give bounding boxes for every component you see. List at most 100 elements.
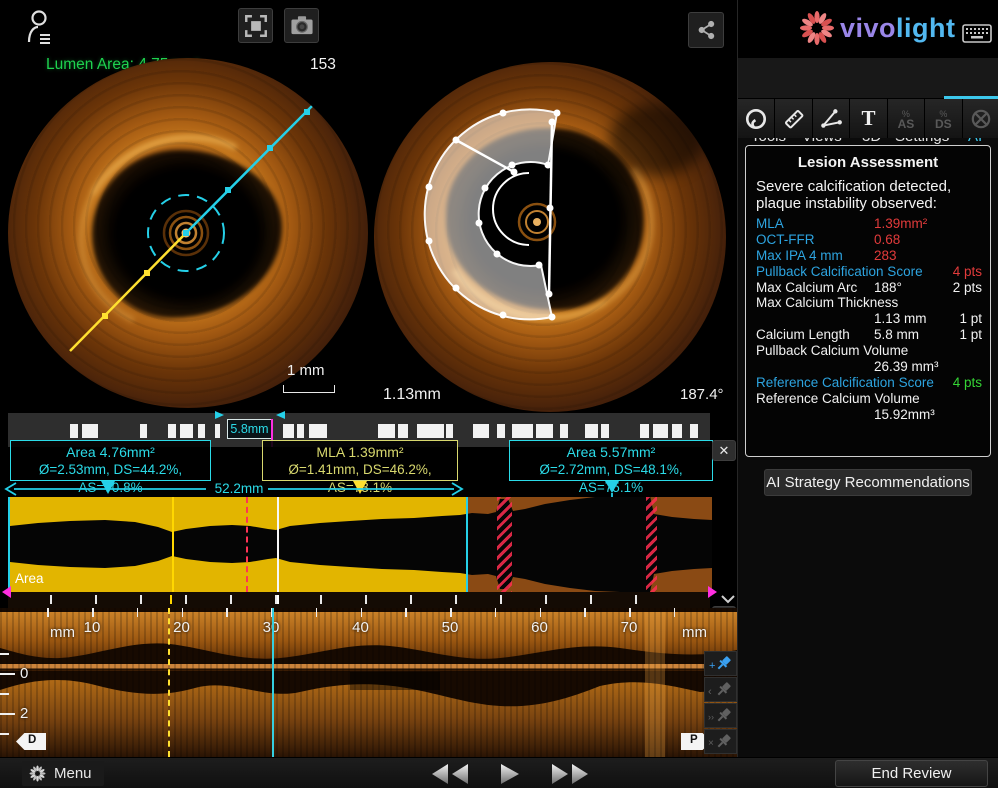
svg-text:×: × xyxy=(708,738,714,749)
frame-tick xyxy=(590,595,592,604)
ruler-tick xyxy=(137,608,139,617)
calcium-block xyxy=(70,424,78,438)
oct-cross-section-right[interactable] xyxy=(374,62,726,412)
snapshot-button[interactable] xyxy=(284,8,319,43)
text-tool-button[interactable]: T xyxy=(850,99,886,138)
ruler-tool-button[interactable] xyxy=(775,99,811,138)
calcium-block xyxy=(640,424,649,438)
fullscreen-icon xyxy=(243,13,269,39)
delete-pin-icon: × xyxy=(708,732,734,752)
longitudinal-view[interactable]: 10203040506070 mm mm 0 2 D P xyxy=(0,608,737,757)
calcium-annotation-overlay[interactable] xyxy=(374,62,726,412)
trace-tool-button[interactable] xyxy=(738,99,774,138)
ruler-number: 10 xyxy=(76,619,108,636)
ai-strategy-button[interactable]: AI Strategy Recommendations xyxy=(764,469,972,496)
end-review-button[interactable]: End Review xyxy=(835,760,988,787)
range-handle-left[interactable] xyxy=(2,586,11,598)
calcium-block xyxy=(497,424,505,438)
depth-label-0: 0 xyxy=(20,665,28,682)
lesion-alert-line1: Severe calcification detected, xyxy=(756,178,990,195)
fast-forward-button[interactable] xyxy=(550,762,590,786)
lesion-row-value: 1.39mm² xyxy=(874,216,927,231)
next-pin-icon: ›› xyxy=(708,706,734,726)
oct-cross-section-left[interactable] xyxy=(8,58,368,408)
mla-position-line[interactable] xyxy=(172,497,174,592)
as-tool-button[interactable]: % AS xyxy=(888,99,924,138)
ruler-number: 70 xyxy=(613,619,645,636)
depth-tick xyxy=(0,673,15,675)
lesion-row-label: OCT-FFR xyxy=(756,232,815,247)
frame-tick xyxy=(320,595,322,604)
rewind-button[interactable] xyxy=(430,762,470,786)
menu-button[interactable]: Menu xyxy=(22,761,104,786)
collapse-chevron-icon[interactable] xyxy=(720,594,736,604)
clear-tool-icon xyxy=(969,107,993,131)
menu-icon xyxy=(29,765,46,782)
share-button[interactable] xyxy=(688,12,724,48)
distal-area-box[interactable]: Area 5.57mm² Ø=2.72mm, DS=48.1%, AS=75.1… xyxy=(509,440,713,481)
lesion-row: MLA1.39mm² xyxy=(746,216,990,232)
angle-tool-button[interactable] xyxy=(813,99,849,138)
fullscreen-button[interactable] xyxy=(238,8,273,43)
lesion-row: Max IPA 4 mm283 xyxy=(746,248,990,264)
close-measurements-button[interactable]: ✕ xyxy=(712,440,736,461)
as-tool-label: AS xyxy=(898,119,915,129)
mla-position-line-longitudinal[interactable] xyxy=(168,608,170,757)
proximal-area-box[interactable]: Area 4.76mm² Ø=2.53mm, DS=44.2%, AS=70.8… xyxy=(10,440,211,481)
ruler-tick xyxy=(584,608,586,617)
lesion-row-value: 0.68 xyxy=(874,232,900,247)
frame-tick-marker xyxy=(277,595,279,604)
lesion-row-points: 2 pts xyxy=(953,280,982,295)
current-frame-line-longitudinal[interactable] xyxy=(272,608,274,757)
calcium-block xyxy=(140,424,147,438)
ruler-tick xyxy=(182,608,184,617)
play-button[interactable] xyxy=(498,762,520,786)
frame-tick-strip[interactable] xyxy=(8,592,710,608)
calcium-block xyxy=(378,424,395,438)
frame-tick xyxy=(95,595,97,604)
segment-boundary-line[interactable] xyxy=(466,497,468,592)
ruler-number: 20 xyxy=(166,619,198,636)
ruler-tick xyxy=(226,608,228,617)
bookmark-pin-strip: + ‹ ›› × xyxy=(704,651,737,755)
next-pin-button[interactable]: ›› xyxy=(704,703,737,728)
frame-tick xyxy=(410,595,412,604)
prev-pin-button[interactable]: ‹ xyxy=(704,677,737,702)
oct-left-overlay xyxy=(8,58,368,408)
keyboard-icon[interactable] xyxy=(962,24,992,44)
segment-arrow-right-icon xyxy=(214,410,226,420)
bottom-bar: Menu LAD Mid ▼ Pre-PCI ▼ End Review xyxy=(0,757,998,788)
mla-box[interactable]: MLA 1.39mm² Ø=1.41mm, DS=46.2%, AS=73.1% xyxy=(262,440,458,481)
ruler-tick xyxy=(92,608,94,617)
svg-text:+: + xyxy=(709,660,715,672)
lesion-row-value: 188° xyxy=(874,280,902,295)
calcium-hatch-band-1 xyxy=(497,497,512,592)
bookmark-line[interactable] xyxy=(246,497,248,592)
range-handle-right[interactable] xyxy=(708,586,717,598)
lesion-row: 15.92mm³ xyxy=(746,407,990,423)
lesion-row: OCT-FFR 0.68 xyxy=(746,232,990,248)
svg-text:››: ›› xyxy=(708,712,714,722)
current-frame-line[interactable] xyxy=(277,497,279,592)
add-pin-icon: + xyxy=(708,654,734,674)
lesion-row-label: Reference Calcium Volume xyxy=(756,391,920,406)
clear-tool-button[interactable] xyxy=(963,99,998,138)
patient-info-icon[interactable] xyxy=(26,8,58,50)
lesion-row-value: 5.8 mm xyxy=(874,327,919,342)
area-graph-panel[interactable]: Area xyxy=(8,497,710,592)
share-icon xyxy=(694,18,718,42)
ds-tool-button[interactable]: % DS xyxy=(925,99,961,138)
lesion-row-points: 4 pts xyxy=(953,375,982,390)
lesion-row-label: Reference Calcification Score xyxy=(756,375,934,390)
add-pin-button[interactable]: + xyxy=(704,651,737,676)
lesion-row-points: 4 pts xyxy=(953,264,982,279)
ruler-unit-right: mm xyxy=(682,624,707,641)
delete-pin-button[interactable]: × xyxy=(704,729,737,754)
lesion-assessment-panel: Lesion Assessment Severe calcification d… xyxy=(745,145,991,457)
angle-tool-icon xyxy=(819,107,843,131)
calcium-block xyxy=(672,424,682,438)
lesion-row: Pullback Calcium Volume xyxy=(746,343,990,359)
diameter-line-proximal xyxy=(186,106,312,233)
calcium-block xyxy=(690,424,698,438)
ruler-tick xyxy=(540,608,542,617)
